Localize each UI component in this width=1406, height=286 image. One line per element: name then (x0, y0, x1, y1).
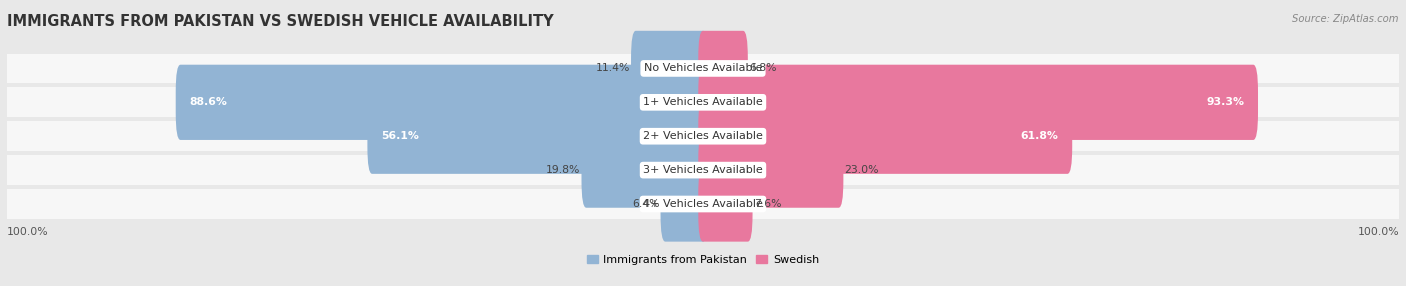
Text: 6.4%: 6.4% (631, 199, 659, 209)
FancyBboxPatch shape (7, 121, 1399, 151)
Text: 19.8%: 19.8% (546, 165, 581, 175)
FancyBboxPatch shape (582, 132, 707, 208)
Text: 100.0%: 100.0% (7, 227, 49, 237)
Text: 56.1%: 56.1% (381, 131, 419, 141)
FancyBboxPatch shape (699, 31, 748, 106)
Legend: Immigrants from Pakistan, Swedish: Immigrants from Pakistan, Swedish (582, 250, 824, 269)
Text: Source: ZipAtlas.com: Source: ZipAtlas.com (1292, 14, 1399, 24)
Text: 88.6%: 88.6% (190, 97, 228, 107)
Text: 61.8%: 61.8% (1021, 131, 1059, 141)
Text: No Vehicles Available: No Vehicles Available (644, 63, 762, 74)
Text: 100.0%: 100.0% (1357, 227, 1399, 237)
FancyBboxPatch shape (661, 166, 707, 242)
FancyBboxPatch shape (631, 31, 707, 106)
FancyBboxPatch shape (699, 65, 1258, 140)
Text: 23.0%: 23.0% (845, 165, 879, 175)
FancyBboxPatch shape (176, 65, 707, 140)
FancyBboxPatch shape (699, 132, 844, 208)
Text: 3+ Vehicles Available: 3+ Vehicles Available (643, 165, 763, 175)
Text: IMMIGRANTS FROM PAKISTAN VS SWEDISH VEHICLE AVAILABILITY: IMMIGRANTS FROM PAKISTAN VS SWEDISH VEHI… (7, 14, 554, 29)
FancyBboxPatch shape (7, 88, 1399, 117)
Text: 93.3%: 93.3% (1206, 97, 1244, 107)
Text: 11.4%: 11.4% (596, 63, 630, 74)
FancyBboxPatch shape (7, 53, 1399, 83)
FancyBboxPatch shape (7, 189, 1399, 219)
FancyBboxPatch shape (699, 166, 752, 242)
Text: 6.8%: 6.8% (749, 63, 776, 74)
FancyBboxPatch shape (7, 155, 1399, 185)
FancyBboxPatch shape (367, 99, 707, 174)
Text: 2+ Vehicles Available: 2+ Vehicles Available (643, 131, 763, 141)
FancyBboxPatch shape (699, 99, 1073, 174)
Text: 1+ Vehicles Available: 1+ Vehicles Available (643, 97, 763, 107)
Text: 7.6%: 7.6% (754, 199, 782, 209)
Text: 4+ Vehicles Available: 4+ Vehicles Available (643, 199, 763, 209)
